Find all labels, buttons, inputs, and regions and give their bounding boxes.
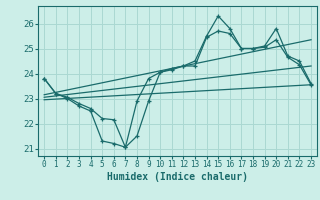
X-axis label: Humidex (Indice chaleur): Humidex (Indice chaleur) <box>107 172 248 182</box>
